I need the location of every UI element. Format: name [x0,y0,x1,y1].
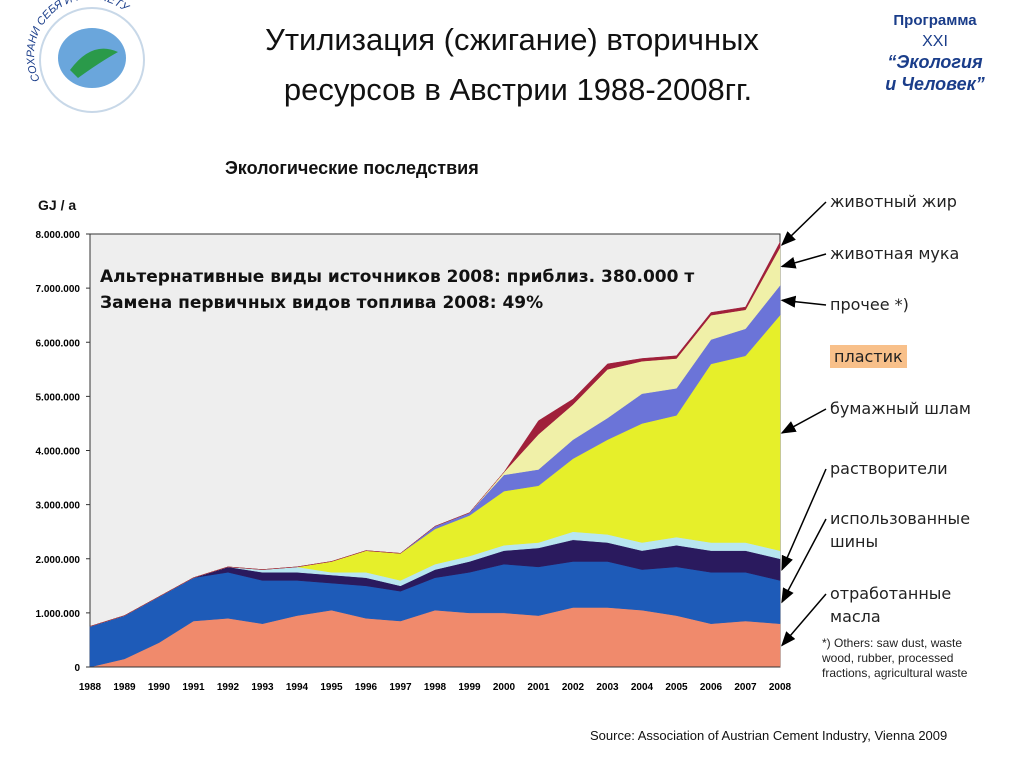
x-tick-label: 2005 [665,682,688,693]
legend-arrow [781,593,827,647]
legend-label: животный жир [830,192,957,211]
x-tick-label: 2003 [596,682,619,693]
x-tick-label: 2002 [562,682,585,693]
y-tick-label: 1.000.000 [36,609,81,620]
x-tick-label: 1990 [148,682,171,693]
x-tick-label: 1991 [182,682,205,693]
legend-arrow [780,408,827,434]
annotation: Замена первичных видов топлива 2008: 49% [100,293,543,313]
y-tick-label: 5.000.000 [36,392,81,403]
subtitle: Экологические последствия [225,158,479,178]
x-tick-label: 2006 [700,682,723,693]
legend-label: отработанные масла [830,584,952,626]
x-tick-label: 1996 [355,682,378,693]
legend-label: использованные шины [830,509,971,551]
x-tick-label: 1994 [286,682,309,693]
y-axis-label: GJ / a [38,197,76,213]
y-tick-label: 7.000.000 [36,284,81,295]
title-line: Утилизация (сжигание) вторичных [265,22,759,57]
x-tick-label: 1993 [251,682,274,693]
legend-label: животная мука [830,244,960,263]
logo-right: “Экология [887,52,983,72]
x-tick-label: 1989 [113,682,136,693]
legend-arrow [780,295,827,308]
x-tick-label: 2000 [493,682,516,693]
logo-right: Программа [893,12,977,29]
legend-arrow [781,518,827,604]
source: Source: Association of Austrian Cement I… [590,728,947,743]
footnote: *) Others: saw dust, waste wood, rubber,… [822,636,968,680]
x-tick-label: 1998 [424,682,447,693]
x-tick-label: 1988 [79,682,102,693]
y-tick-label: 6.000.000 [36,338,81,349]
legend-label: растворители [830,459,948,478]
y-tick-label: 2.000.000 [36,555,81,566]
annotation: Альтернативные виды источников 2008: при… [100,267,694,287]
legend-arrow [781,468,827,571]
x-tick-label: 1999 [458,682,481,693]
y-tick-label: 8.000.000 [36,230,81,241]
x-tick-label: 1997 [389,682,412,693]
legend-arrow [780,253,827,269]
y-tick-label: 0 [74,663,80,674]
legend-label: бумажный шлам [830,399,971,418]
x-tick-label: 2008 [769,682,792,693]
logo-right: и Человек” [885,74,984,94]
x-tick-label: 1995 [320,682,343,693]
x-tick-label: 2001 [527,682,550,693]
logo-leaf [70,48,118,78]
title-line: ресурсов в Австрии 1988-2008гг. [284,72,752,107]
x-tick-label: 2004 [631,682,654,693]
legend-label: пластик [830,345,907,368]
legend-arrow [780,201,827,246]
logo-right: XXI [922,33,948,50]
area [89,242,781,627]
y-tick-label: 3.000.000 [36,501,81,512]
x-tick-label: 2007 [734,682,757,693]
y-tick-label: 4.000.000 [36,447,81,458]
x-tick-label: 1992 [217,682,240,693]
legend-label: прочее *) [830,295,909,314]
